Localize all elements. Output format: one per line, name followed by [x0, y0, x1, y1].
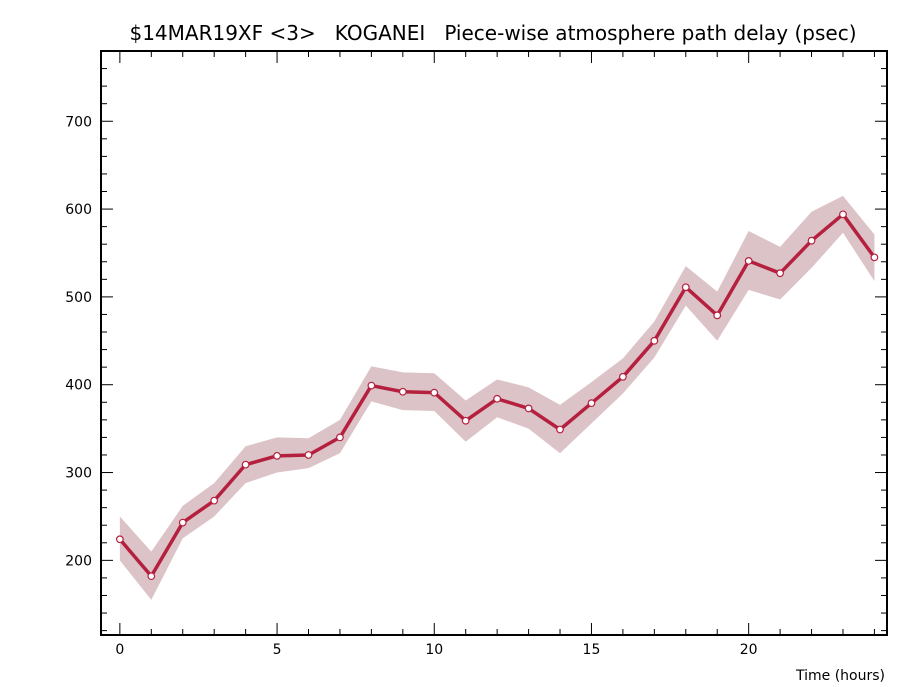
data-point [304, 451, 313, 459]
y-tick-label: 500 [65, 290, 92, 306]
data-point [461, 416, 470, 425]
data-point [744, 256, 753, 265]
data-point [556, 425, 564, 434]
y-tick-label: 600 [65, 202, 92, 218]
data-point [210, 496, 219, 505]
data-point [681, 283, 690, 292]
data-point [115, 535, 124, 544]
chart-title: $14MAR19XF <3> KOGANEI Piece-wise atmosp… [129, 21, 856, 45]
data-point [807, 236, 816, 245]
data-point [241, 460, 250, 469]
data-point [178, 518, 187, 527]
data-point [619, 372, 627, 381]
x-axis-title: Time (hours) [795, 668, 885, 684]
plot-frame [100, 50, 888, 636]
data-point [776, 269, 785, 278]
y-tick-label: 200 [65, 553, 92, 569]
x-tick-label: 0 [115, 642, 124, 658]
data-point [398, 387, 407, 396]
x-tick-label: 15 [583, 642, 601, 658]
y-tick-label: 300 [65, 466, 92, 482]
data-point [147, 572, 156, 581]
data-markers [115, 210, 879, 581]
data-point [713, 311, 722, 320]
data-point [587, 399, 596, 408]
data-point [367, 381, 376, 390]
data-point [839, 210, 847, 219]
data-point [650, 336, 659, 345]
x-tick-label: 10 [425, 642, 443, 658]
y-tick-label: 400 [65, 378, 92, 394]
data-point [430, 388, 439, 397]
x-tick-label: 5 [273, 642, 282, 658]
tick-labels: 0 5 10 15 20 200 300 400 500 600 700 [65, 114, 757, 658]
y-tick-label: 700 [65, 114, 92, 130]
data-point [524, 404, 533, 413]
data-point [493, 394, 502, 403]
axis-ticks [101, 50, 887, 635]
data-point [273, 451, 281, 460]
x-tick-label: 20 [740, 642, 758, 658]
data-point [870, 253, 879, 262]
data-point [336, 433, 344, 442]
